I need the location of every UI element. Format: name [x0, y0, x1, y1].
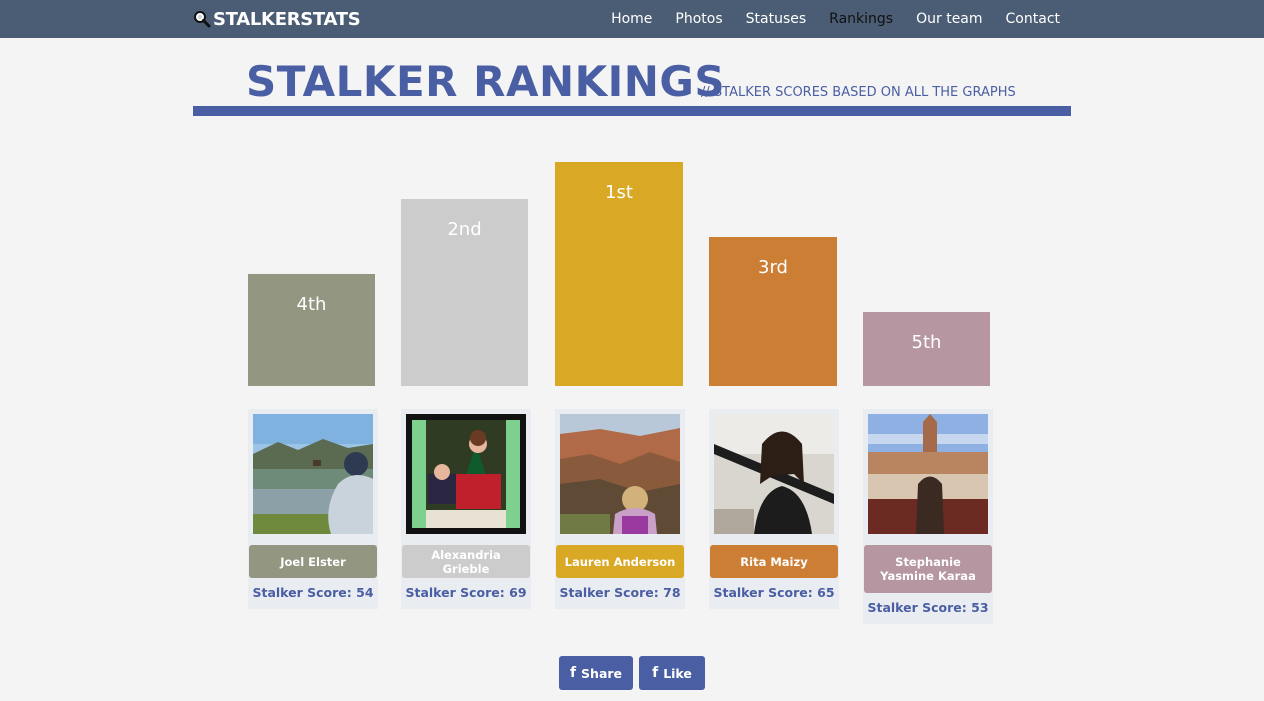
profile-photo[interactable] — [253, 414, 373, 534]
stalker-score: Stalker Score: 65 — [713, 585, 835, 600]
profile-name-badge: Rita Maizy — [710, 545, 838, 578]
magnifier-icon — [194, 11, 211, 28]
nav-photos-link[interactable]: Photos — [675, 11, 723, 27]
stalker-score: Stalker Score: 69 — [405, 585, 527, 600]
ranking-bar-alexandria: 2nd — [401, 199, 528, 386]
brand-logo[interactable]: STALKERSTATS — [193, 7, 361, 31]
facebook-f-icon: f — [652, 665, 659, 681]
rank-label: 2nd — [447, 219, 482, 240]
profile-photo[interactable] — [560, 414, 680, 534]
top-navbar: STALKERSTATS Home Photos Statuses Rankin… — [0, 0, 1264, 38]
profile-card-lauren: Lauren Anderson Stalker Score: 78 — [555, 409, 685, 609]
profile-photo[interactable] — [868, 414, 988, 534]
profile-card-rita: Rita Maizy Stalker Score: 65 — [709, 409, 839, 609]
facebook-share-button[interactable]: f Share — [559, 656, 633, 690]
nav-contact-link[interactable]: Contact — [1005, 11, 1060, 27]
nav-rankings-link[interactable]: Rankings — [829, 11, 894, 27]
page-title: STALKER RANKINGS — [246, 57, 726, 106]
stalker-score: Stalker Score: 53 — [867, 600, 989, 615]
rank-label: 4th — [296, 294, 327, 315]
profile-name-badge: Stephanie Yasmine Karaa — [864, 545, 992, 593]
page-subtitle: // STALKER SCORES BASED ON ALL THE GRAPH… — [701, 85, 1016, 100]
ranking-bar-stephanie: 5th — [863, 312, 990, 386]
nav-home-link[interactable]: Home — [611, 11, 653, 27]
nav-statuses-link[interactable]: Statuses — [745, 11, 807, 27]
profile-card-stephanie: Stephanie Yasmine Karaa Stalker Score: 5… — [863, 409, 993, 624]
title-divider — [193, 106, 1071, 116]
facebook-f-icon: f — [569, 665, 577, 681]
rank-label: 3rd — [758, 257, 788, 278]
profile-name-badge: Joel Elster — [249, 545, 377, 578]
brand-name: STALKERSTATS — [213, 8, 361, 30]
stalker-score: Stalker Score: 54 — [252, 585, 374, 600]
rank-label: 5th — [911, 332, 942, 353]
profile-photo[interactable] — [714, 414, 834, 534]
profile-name-badge: Alexandria Grieble — [402, 545, 530, 578]
rank-label: 1st — [605, 182, 633, 203]
profile-card-joel: Joel Elster Stalker Score: 54 — [248, 409, 378, 609]
share-label: Share — [581, 665, 623, 681]
profile-photo[interactable] — [406, 414, 526, 534]
ranking-bar-lauren: 1st — [555, 162, 683, 386]
ranking-bar-rita: 3rd — [709, 237, 837, 386]
profile-name-badge: Lauren Anderson — [556, 545, 684, 578]
ranking-bar-joel: 4th — [248, 274, 375, 386]
stalker-score: Stalker Score: 78 — [559, 585, 681, 600]
like-label: Like — [663, 665, 692, 681]
main-menu: Home Photos Statuses Rankings Our team C… — [588, 0, 1060, 38]
nav-our-team-link[interactable]: Our team — [916, 11, 983, 27]
facebook-like-button[interactable]: f Like — [639, 656, 705, 690]
profile-card-alexandria: Alexandria Grieble Stalker Score: 69 — [401, 409, 531, 609]
